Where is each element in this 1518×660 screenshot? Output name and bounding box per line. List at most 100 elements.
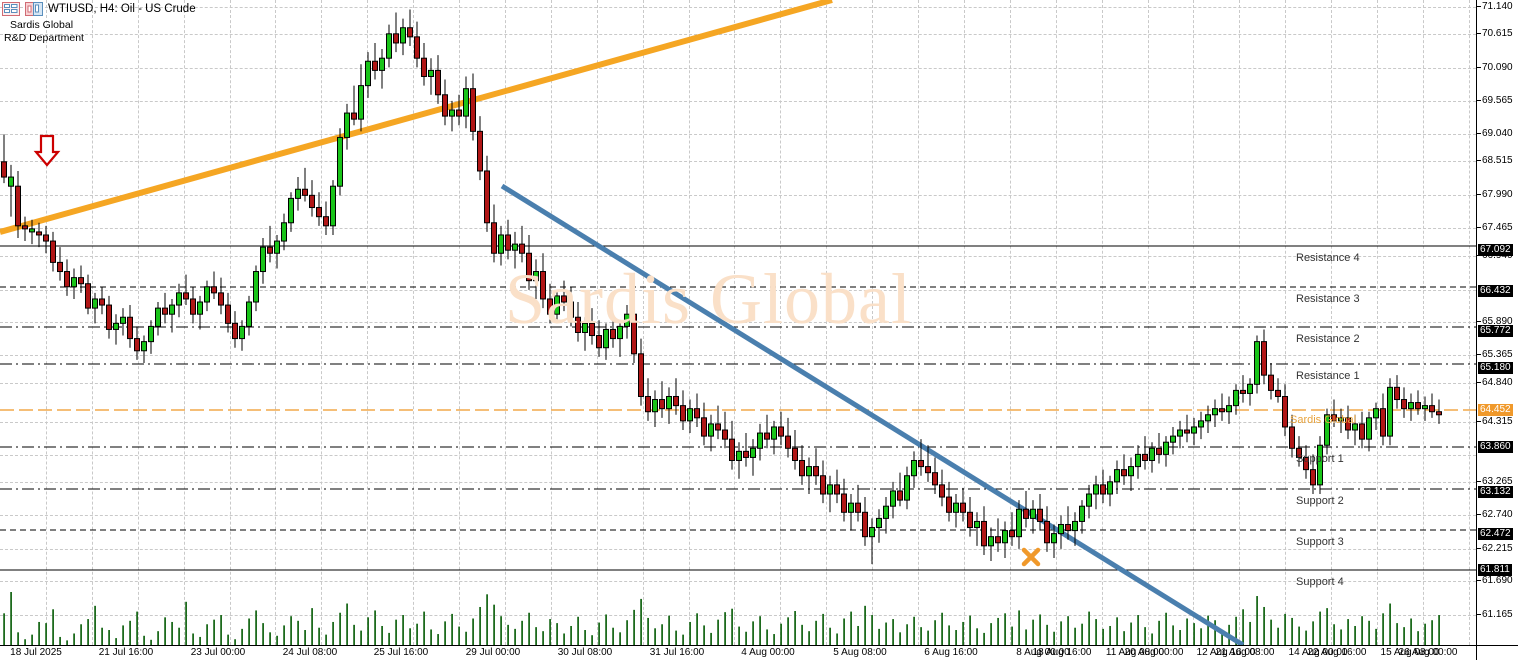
- candle-body: [316, 207, 322, 218]
- price-axis[interactable]: 71.140 70.615 70.090 69.565 69.040 68.515 67.9…: [1476, 0, 1518, 645]
- candlestick: [71, 268, 77, 299]
- candlestick: [1261, 329, 1267, 385]
- candlestick: [1429, 393, 1435, 418]
- candlestick: [253, 265, 259, 312]
- volume-bar: [1144, 627, 1146, 645]
- candlestick: [155, 302, 161, 336]
- candle-body: [1317, 444, 1323, 486]
- candlestick: [246, 295, 252, 336]
- candlestick: [190, 286, 196, 324]
- candle-body: [953, 502, 959, 513]
- candlestick: [204, 280, 210, 312]
- volume-bar: [479, 606, 481, 645]
- candlestick: [953, 494, 959, 528]
- candlestick: [603, 323, 609, 360]
- price-tick-label: 65.890: [1482, 316, 1513, 327]
- volume-bar: [269, 632, 271, 645]
- candle-body: [1345, 417, 1351, 431]
- candlestick: [1121, 454, 1127, 485]
- price-tick-label: 67.990: [1482, 189, 1513, 200]
- volume-bar: [66, 640, 68, 645]
- volume-bar: [1417, 631, 1419, 645]
- volume-bar: [409, 628, 411, 645]
- up-trendline[interactable]: [0, 0, 833, 235]
- candle-body: [169, 304, 175, 315]
- time-axis[interactable]: 18 Jul 2025 21 Jul 16:00 23 Jul 00:00 24 Ju…: [0, 645, 1476, 660]
- candle-body: [1058, 523, 1064, 535]
- candle-body: [764, 432, 770, 440]
- volume-bar: [1102, 628, 1104, 645]
- volume-bar: [815, 620, 817, 645]
- time-tick-label: 5 Aug 08:00: [833, 647, 887, 658]
- volume-bar: [983, 632, 985, 645]
- time-tick-label: 8 Aug 00:00: [1016, 647, 1070, 658]
- candle-body: [1065, 523, 1071, 532]
- candle-body: [1240, 389, 1246, 394]
- candlestick: [897, 472, 903, 507]
- volume-bar: [780, 623, 782, 645]
- candlestick: [22, 216, 28, 242]
- candle-body: [218, 292, 224, 306]
- candlestick: [596, 320, 602, 357]
- candlestick: [120, 308, 126, 336]
- candle-body: [890, 490, 896, 507]
- candle-body: [1219, 408, 1225, 413]
- level-price-box: 67.092: [1478, 244, 1513, 256]
- candle-body: [176, 292, 182, 306]
- candle-body: [736, 450, 742, 461]
- price-plot-area[interactable]: [0, 0, 1476, 645]
- volume-bar: [199, 636, 201, 645]
- volume-bar: [234, 639, 236, 645]
- volume-bar: [948, 625, 950, 645]
- candlestick: [365, 52, 371, 98]
- volume-bar: [521, 620, 523, 645]
- candle-body: [15, 185, 21, 227]
- candlestick: [15, 170, 21, 239]
- candle-body: [862, 511, 868, 538]
- volume-bar: [976, 628, 978, 645]
- down-trendline[interactable]: [500, 183, 1245, 645]
- candlestick: [743, 433, 749, 467]
- candle-body: [393, 33, 399, 44]
- time-tick-label: 22 Aug 16:00: [1307, 647, 1367, 658]
- candle-body: [897, 490, 903, 501]
- candle-body: [848, 502, 854, 513]
- candlestick: [1352, 414, 1358, 446]
- candlestick: [813, 448, 819, 485]
- candlestick: [1240, 375, 1246, 403]
- price-tick: 69.565: [1477, 96, 1518, 106]
- price-tick: 71.140: [1477, 2, 1518, 12]
- level-price-box: 63.860: [1478, 441, 1513, 453]
- candle-body: [1121, 469, 1127, 477]
- candle-body: [351, 112, 357, 120]
- candle-body: [1436, 411, 1442, 416]
- candle-body: [785, 435, 791, 449]
- candle-body: [29, 228, 35, 233]
- volume-bar: [1312, 621, 1314, 645]
- candle-body: [645, 395, 651, 413]
- candlestick: [134, 326, 140, 360]
- candle-body: [1303, 456, 1309, 471]
- candle-body: [428, 69, 434, 77]
- candle-body: [841, 493, 847, 513]
- candle-body: [687, 408, 693, 422]
- candlestick: [1072, 512, 1078, 546]
- volume-bar: [1396, 623, 1398, 645]
- volume-bar: [962, 621, 964, 645]
- current-price-box: 64.452: [1478, 404, 1513, 416]
- candle-body: [8, 176, 14, 187]
- candlestick: [141, 335, 147, 363]
- candle-body: [904, 475, 910, 501]
- axis-tick-dash: [1477, 320, 1481, 322]
- time-tick-label: 12 Aug 16:00: [1196, 647, 1256, 658]
- candlestick: [1233, 384, 1239, 415]
- volume-bar: [255, 610, 257, 645]
- candle-body: [540, 271, 546, 300]
- candlestick: [169, 298, 175, 333]
- candlestick: [407, 9, 413, 47]
- candle-body: [78, 277, 84, 285]
- time-tick-label: 29 Jul 00:00: [465, 647, 521, 658]
- price-tick: 64.840: [1477, 378, 1518, 388]
- candle-body: [1226, 405, 1232, 413]
- candle-body: [1023, 508, 1029, 519]
